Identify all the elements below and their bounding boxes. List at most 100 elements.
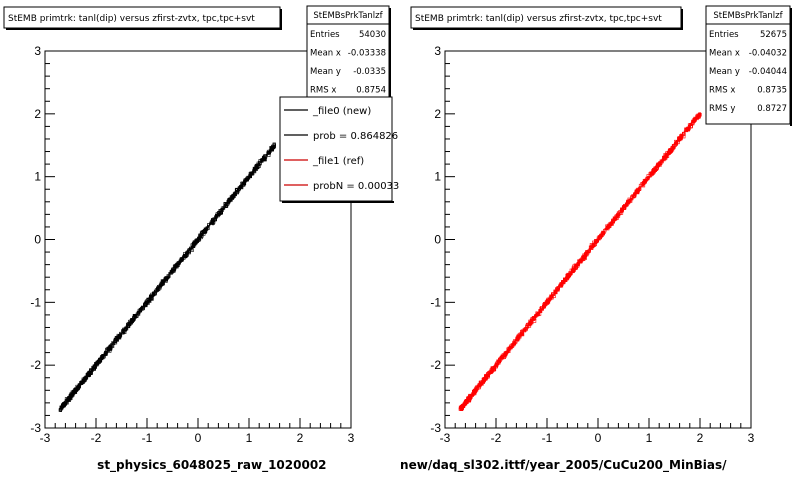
data-point: [199, 234, 204, 238]
data-point: [240, 184, 244, 188]
data-point: [630, 198, 633, 201]
data-point: [487, 372, 490, 375]
x-tick-label: -3: [40, 431, 51, 445]
stats-label: RMS x: [709, 86, 735, 96]
data-point: [497, 357, 502, 362]
data-point: [195, 242, 197, 245]
data-point: [228, 197, 233, 201]
y-tick-label: 2: [34, 107, 41, 121]
stats-label: Mean y: [310, 67, 341, 77]
data-point: [156, 287, 159, 290]
data-point: [527, 323, 532, 328]
data-point: [143, 303, 148, 308]
data-point: [219, 209, 222, 212]
data-point: [619, 211, 624, 215]
x-tick-label: 3: [348, 431, 355, 445]
data-point: [645, 177, 649, 181]
data-point: [518, 334, 522, 338]
data-point: [94, 362, 99, 367]
data-point: [555, 287, 558, 291]
data-point: [582, 256, 585, 259]
data-point: [59, 409, 62, 413]
data-point: [669, 149, 673, 152]
stats-box-shadow: [389, 8, 391, 128]
stats-value: 0.8727: [757, 104, 787, 114]
data-point: [185, 252, 189, 256]
data-point: [100, 355, 104, 359]
data-point: [223, 204, 227, 208]
data-point: [101, 355, 105, 360]
stats-box: [705, 5, 791, 125]
data-point: [636, 187, 640, 192]
data-point: [505, 350, 508, 353]
data-point: [614, 215, 618, 219]
data-point: [254, 164, 258, 167]
data-point: [123, 327, 127, 331]
legend-label: probN = 0.00033: [313, 181, 399, 192]
data-point: [67, 398, 71, 402]
stats-label: Mean x: [709, 49, 740, 59]
stats-value: -0.04044: [749, 67, 787, 77]
data-point: [675, 141, 679, 144]
stats-title: StEMBsPrkTanlzf: [313, 11, 383, 21]
data-point: [75, 384, 79, 389]
y-tick-label: -3: [430, 421, 441, 435]
data-point: [104, 350, 108, 354]
data-point: [561, 281, 564, 285]
x-tick-label: -1: [542, 431, 553, 445]
data-point: [542, 304, 546, 309]
data-point: [577, 259, 581, 263]
stats-box-shadow: [790, 8, 792, 126]
data-point: [569, 271, 573, 276]
data-point: [248, 174, 251, 177]
stats-label: Mean y: [709, 67, 740, 77]
data-point: [263, 154, 267, 159]
data-point: [123, 330, 127, 335]
data-point: [459, 406, 463, 410]
data-point: [82, 379, 85, 383]
data-point: [474, 387, 478, 392]
data-point: [660, 159, 664, 163]
x-axis-title: new/daq_sl302.ittf/year_2005/CuCu200_Min…: [400, 458, 727, 473]
data-point: [655, 164, 660, 168]
data-point: [80, 381, 83, 384]
data-point: [515, 337, 519, 341]
data-point: [537, 311, 540, 315]
data-point: [215, 218, 217, 221]
data-point: [471, 393, 474, 396]
y-tick-label: -2: [430, 358, 441, 372]
data-point: [480, 382, 483, 385]
data-point: [244, 180, 247, 183]
data-point: [540, 306, 544, 311]
x-axis-title: st_physics_6048025_raw_1020002: [97, 458, 326, 473]
data-point: [635, 190, 639, 193]
title-box-shadow: [6, 28, 282, 30]
stats-value: -0.0335: [353, 67, 386, 77]
chart-panel-1: -3 -2 -1 0 1 2 3 -3 -2 -1 0 1 2 3 st_physics_6048025_r…: [3, 5, 399, 473]
data-point: [495, 361, 500, 366]
title-box-shadow: [681, 9, 683, 30]
stats-value: 54030: [359, 30, 386, 40]
data-point: [130, 321, 133, 325]
data-point: [693, 117, 697, 121]
data-point: [91, 369, 95, 372]
data-point: [266, 151, 269, 154]
stats-value: 0.8735: [757, 86, 787, 96]
data-point: [171, 271, 174, 274]
chart-title: StEMB primtrk: tanl(dip) versus zfirst-z…: [415, 14, 662, 24]
data-point: [604, 228, 607, 231]
scatter-cloud: [58, 142, 276, 413]
data-point: [267, 151, 271, 154]
data-point: [261, 158, 264, 161]
data-point: [101, 353, 104, 357]
data-point: [172, 269, 176, 273]
data-point: [70, 394, 73, 397]
data-point: [84, 376, 88, 380]
data-point: [684, 128, 689, 133]
data-point: [612, 219, 616, 222]
data-point: [642, 182, 645, 185]
data-point: [67, 396, 71, 400]
data-point: [585, 253, 589, 257]
data-point: [673, 143, 677, 147]
